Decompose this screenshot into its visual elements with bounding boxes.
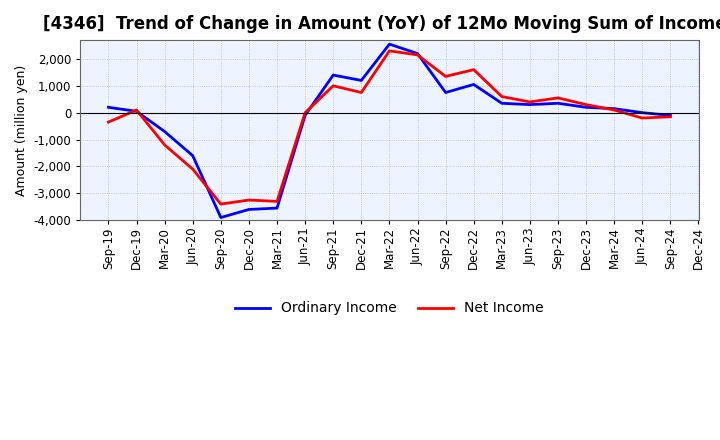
Title: [4346]  Trend of Change in Amount (YoY) of 12Mo Moving Sum of Incomes: [4346] Trend of Change in Amount (YoY) o…	[42, 15, 720, 33]
Net Income	[217, 202, 225, 207]
Legend: Ordinary Income, Net Income: Ordinary Income, Net Income	[230, 296, 549, 321]
Net Income	[161, 142, 169, 147]
Ordinary Income	[441, 90, 450, 95]
Ordinary Income	[189, 153, 197, 158]
Ordinary Income	[217, 215, 225, 220]
Ordinary Income	[329, 73, 338, 78]
Ordinary Income	[245, 207, 253, 212]
Net Income	[245, 198, 253, 203]
Net Income	[498, 94, 506, 99]
Line: Ordinary Income: Ordinary Income	[109, 44, 670, 217]
Net Income	[610, 107, 618, 113]
Net Income	[526, 99, 534, 105]
Net Income	[385, 48, 394, 54]
Net Income	[273, 199, 282, 204]
Ordinary Income	[357, 78, 366, 83]
Net Income	[413, 52, 422, 58]
Net Income	[357, 90, 366, 95]
Ordinary Income	[610, 106, 618, 111]
Ordinary Income	[666, 113, 675, 118]
Y-axis label: Amount (million yen): Amount (million yen)	[15, 65, 28, 196]
Net Income	[132, 107, 141, 113]
Net Income	[441, 74, 450, 79]
Net Income	[104, 119, 113, 125]
Net Income	[638, 115, 647, 121]
Ordinary Income	[104, 105, 113, 110]
Ordinary Income	[273, 205, 282, 211]
Net Income	[329, 83, 338, 88]
Ordinary Income	[161, 129, 169, 134]
Net Income	[554, 95, 562, 101]
Ordinary Income	[582, 105, 590, 110]
Ordinary Income	[498, 101, 506, 106]
Net Income	[189, 166, 197, 172]
Net Income	[469, 67, 478, 72]
Ordinary Income	[526, 102, 534, 107]
Net Income	[582, 102, 590, 107]
Ordinary Income	[469, 82, 478, 87]
Ordinary Income	[385, 41, 394, 47]
Net Income	[666, 114, 675, 119]
Ordinary Income	[638, 110, 647, 115]
Net Income	[301, 110, 310, 115]
Ordinary Income	[132, 109, 141, 114]
Ordinary Income	[554, 101, 562, 106]
Ordinary Income	[301, 113, 310, 118]
Line: Net Income: Net Income	[109, 51, 670, 204]
Ordinary Income	[413, 51, 422, 56]
